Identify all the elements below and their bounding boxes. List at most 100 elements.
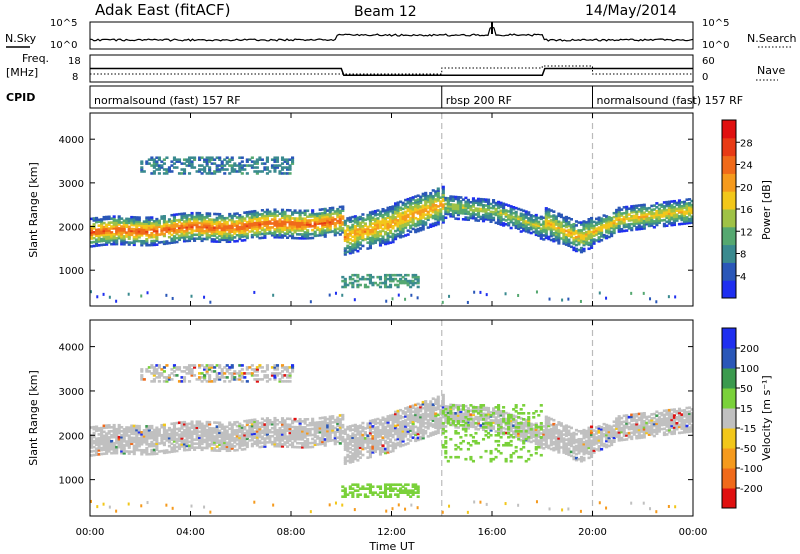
power-cell (296, 221, 300, 224)
velocity-cell (105, 440, 109, 443)
power-cell (494, 201, 498, 205)
velocity-cell (373, 418, 378, 422)
power-cell (190, 164, 194, 167)
velocity-cell (326, 427, 330, 431)
power-cell (275, 160, 280, 163)
velocity-cell (313, 429, 317, 433)
power-cell (240, 239, 244, 242)
power-cell (542, 216, 546, 220)
power-cell (273, 160, 277, 163)
power-cell (175, 158, 179, 161)
velocity-cell (258, 439, 262, 443)
power-cell (454, 211, 458, 215)
power-cell (502, 208, 506, 211)
velocity-cell (160, 449, 164, 453)
velocity-cell (273, 422, 277, 426)
power-cell (486, 216, 491, 219)
power-cell (283, 222, 287, 226)
velocity-cell (456, 404, 460, 407)
velocity-cell (436, 427, 440, 431)
velocity-cell (190, 442, 194, 445)
velocity-cell (233, 431, 237, 434)
velocity-cell (177, 421, 182, 425)
power-cell (667, 210, 671, 213)
power-cell (107, 221, 111, 224)
velocity-cell (132, 444, 136, 448)
velocity-cell (255, 438, 259, 441)
power-cell (444, 202, 448, 206)
power-cell (213, 240, 217, 243)
power-cell (615, 214, 619, 218)
power-cell (122, 231, 126, 234)
power-ylabel: Slant Range [km] (27, 162, 40, 258)
velocity-cell (117, 435, 121, 439)
power-cell (343, 233, 347, 237)
power-heatmap (90, 113, 693, 306)
power-cell (225, 228, 229, 232)
power-cell (358, 221, 362, 225)
power-cell (630, 228, 634, 232)
power-cell (127, 292, 130, 296)
power-cell (228, 234, 232, 238)
velocity-cell (147, 442, 151, 446)
velocity-cell (265, 423, 269, 426)
velocity-cell (255, 430, 259, 433)
power-cell (557, 212, 561, 216)
velocity-cell (404, 419, 408, 422)
power-cell (567, 228, 571, 232)
power-cell (203, 223, 207, 227)
power-cell (321, 227, 325, 231)
power-cell (213, 162, 217, 165)
power-cell (514, 214, 518, 218)
power-cell (353, 232, 357, 236)
power-cell (378, 277, 383, 281)
velocity-cell (135, 436, 139, 440)
power-cell (426, 212, 430, 216)
power-cell (527, 223, 531, 226)
velocity-cell (97, 427, 101, 430)
power-cell (677, 199, 682, 202)
power-cell (348, 228, 352, 231)
velocity-cell (306, 443, 310, 447)
power-cell (245, 160, 249, 163)
power-cell (185, 216, 189, 219)
power-cell (298, 221, 302, 224)
power-cell (323, 219, 327, 223)
velocity-cell (461, 412, 465, 416)
power-cell (645, 222, 649, 226)
power-cell (356, 216, 360, 220)
power-cell (595, 233, 599, 236)
velocity-cell (238, 446, 242, 450)
velocity-cell (434, 416, 438, 420)
power-cell (248, 220, 252, 224)
power-cell (411, 198, 415, 201)
power-cell (557, 220, 561, 223)
power-cell (685, 204, 689, 207)
power-cell (218, 238, 222, 242)
power-cell (198, 215, 202, 219)
power-cell (682, 214, 687, 217)
power-cell (147, 222, 151, 225)
power-cell (341, 209, 345, 212)
power-cell (208, 220, 212, 223)
power-cell (193, 215, 197, 219)
power-cell (657, 209, 661, 213)
power-cell (406, 215, 410, 219)
power-cell (112, 236, 116, 240)
velocity-cell (378, 447, 383, 450)
power-cell (331, 218, 335, 222)
power-cell (630, 222, 634, 226)
velocity-cell (421, 420, 425, 424)
velocity-cell (386, 425, 390, 428)
power-cell (559, 221, 563, 225)
power-cell (230, 214, 234, 218)
velocity-cell (107, 448, 111, 451)
power-cell (280, 162, 285, 165)
velocity-cell (180, 421, 184, 424)
power-cell (474, 201, 478, 204)
power-cell (625, 205, 629, 209)
power-cell (273, 230, 277, 233)
power-cell (587, 235, 591, 239)
power-cell (351, 223, 355, 227)
velocity-cell (130, 430, 134, 434)
